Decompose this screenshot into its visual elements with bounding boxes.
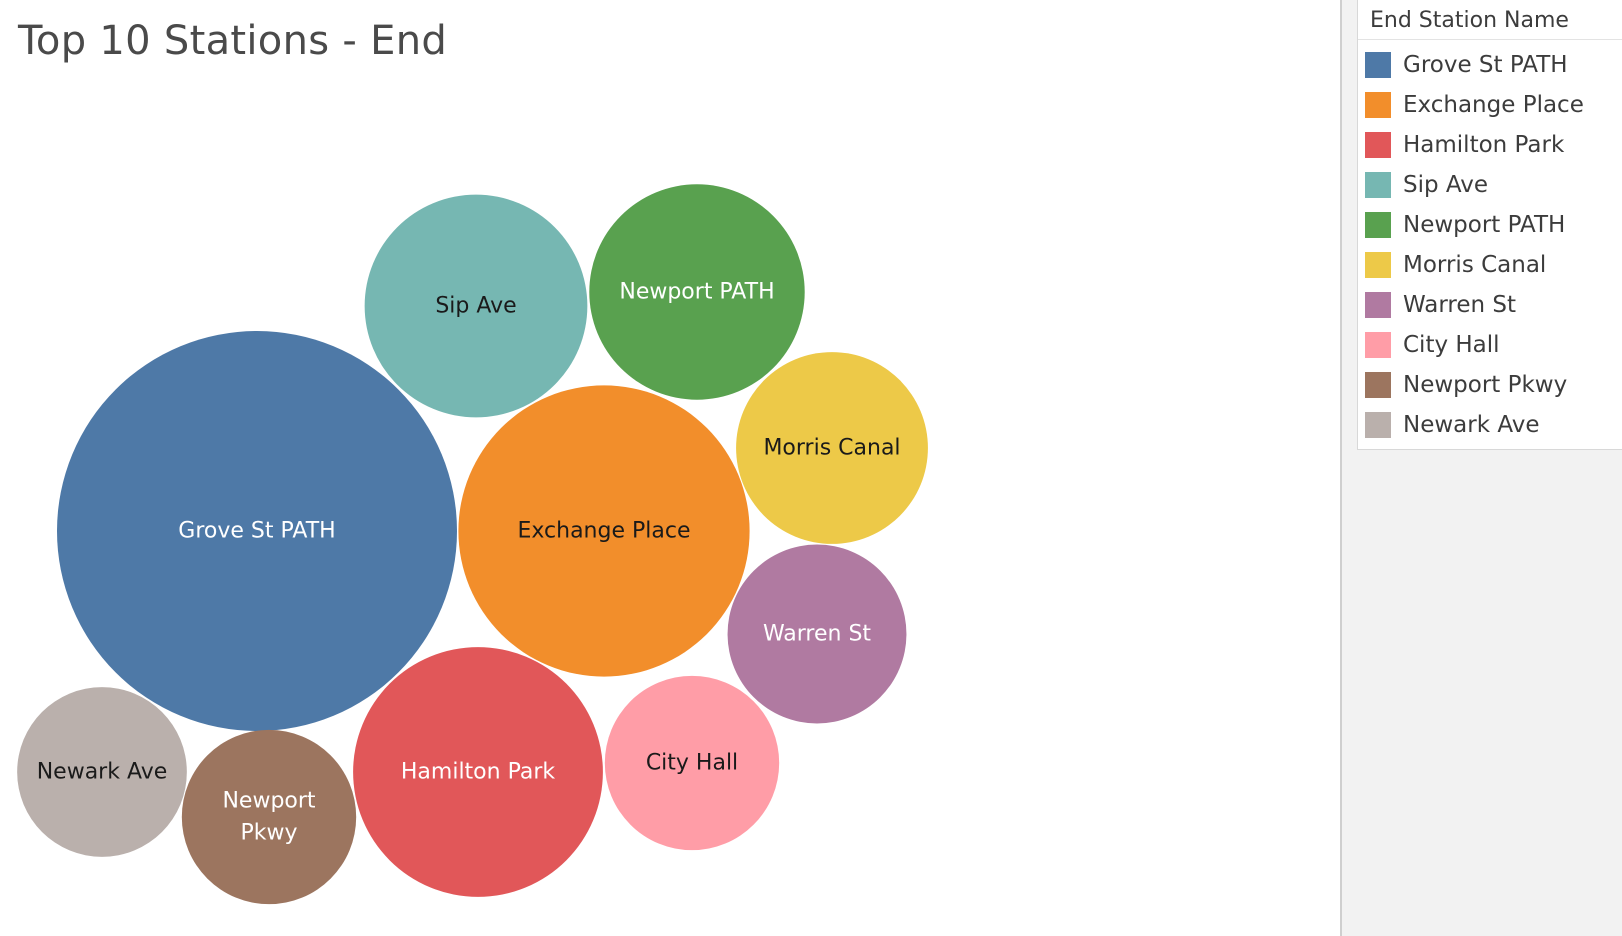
bubble-chart-area: Grove St PATH Exchange Place Hamilton Park…: [17, 18, 928, 905]
bubble-mark[interactable]: [57, 331, 457, 731]
legend-label: Exchange Place: [1403, 92, 1584, 118]
legend-item[interactable]: City Hall: [1358, 325, 1622, 365]
legend-swatch: [1365, 132, 1391, 158]
legend-label: Warren St: [1403, 292, 1517, 318]
bubble-label: Sip Ave: [435, 294, 516, 319]
bubble-mark[interactable]: [736, 352, 928, 544]
bubble-sip-ave[interactable]: Sip Ave: [364, 194, 588, 418]
bubble-mark[interactable]: [181, 729, 357, 905]
bubble-label: Newport PATH: [619, 280, 774, 305]
bubble-mark[interactable]: [17, 687, 187, 857]
bubble-label: Morris Canal: [763, 436, 900, 461]
bubble-newport-path[interactable]: Newport PATH: [589, 184, 805, 400]
bubble-label: Exchange Place: [518, 519, 691, 544]
legend-swatch: [1365, 252, 1391, 278]
bubble-label: Newark Ave: [37, 760, 168, 785]
bubble-mark[interactable]: [458, 385, 750, 677]
bubble-morris-canal[interactable]: Morris Canal: [736, 352, 928, 544]
legend-swatch: [1365, 172, 1391, 198]
legend-swatch: [1365, 92, 1391, 118]
legend-item[interactable]: Newport Pkwy: [1358, 365, 1622, 405]
bubble-label: Warren St: [763, 622, 871, 647]
legend-swatch: [1365, 412, 1391, 438]
bubble-mark[interactable]: [589, 184, 805, 400]
legend-label: Newport Pkwy: [1403, 372, 1568, 398]
legend-swatch: [1365, 212, 1391, 238]
legend-item[interactable]: Newark Ave: [1358, 405, 1622, 445]
bubble-label: City Hall: [646, 751, 738, 776]
legend-label: Hamilton Park: [1403, 132, 1565, 158]
color-legend: End Station Name Grove St PATH Exchange P…: [1357, 0, 1622, 450]
legend-item[interactable]: Warren St: [1358, 285, 1622, 325]
bubble-mark[interactable]: [364, 194, 588, 418]
legend-list: Grove St PATH Exchange Place Hamilton Park…: [1358, 40, 1622, 445]
bubble-label: Hamilton Park: [401, 760, 556, 785]
bubble-warren-st[interactable]: Warren St: [727, 544, 907, 724]
bubble-mark[interactable]: [604, 675, 780, 851]
bubble-mark[interactable]: [727, 544, 907, 724]
legend-label: City Hall: [1403, 332, 1500, 358]
bubble-exchange-place[interactable]: Exchange Place: [458, 385, 750, 677]
legend-swatch: [1365, 52, 1391, 78]
bubble-city-hall[interactable]: City Hall: [604, 675, 780, 851]
bubble-newark-ave[interactable]: Newark Ave: [17, 687, 187, 857]
legend-swatch: [1365, 372, 1391, 398]
legend-label: Sip Ave: [1403, 172, 1489, 198]
legend-label: Newport PATH: [1403, 212, 1566, 238]
legend-item[interactable]: Grove St PATH: [1358, 45, 1622, 85]
side-panel: End Station Name Grove St PATH Exchange P…: [1340, 0, 1622, 936]
legend-item[interactable]: Hamilton Park: [1358, 125, 1622, 165]
legend-label: Morris Canal: [1403, 252, 1547, 278]
bubble-label: Grove St PATH: [178, 519, 335, 544]
bubble-grove-st-path[interactable]: Grove St PATH: [57, 331, 457, 731]
legend-item[interactable]: Exchange Place: [1358, 85, 1622, 125]
chart-title: Top 10 Stations - End: [18, 18, 448, 64]
bubble-label: Newport: [222, 789, 315, 814]
legend-item[interactable]: Sip Ave: [1358, 165, 1622, 205]
bubble-hamilton-park[interactable]: Hamilton Park: [353, 647, 603, 897]
bubble-label: Pkwy: [240, 821, 297, 846]
bubble-mark[interactable]: [353, 647, 603, 897]
legend-item[interactable]: Newport PATH: [1358, 205, 1622, 245]
bubble-newport-pkwy[interactable]: Newport Pkwy: [181, 729, 357, 905]
legend-label: Grove St PATH: [1403, 52, 1568, 78]
legend-label: Newark Ave: [1403, 412, 1540, 438]
legend-item[interactable]: Morris Canal: [1358, 245, 1622, 285]
legend-swatch: [1365, 292, 1391, 318]
bubble-chart: Grove St PATH Exchange Place Hamilton Park…: [17, 184, 928, 905]
legend-swatch: [1365, 332, 1391, 358]
legend-title: End Station Name: [1358, 0, 1622, 40]
